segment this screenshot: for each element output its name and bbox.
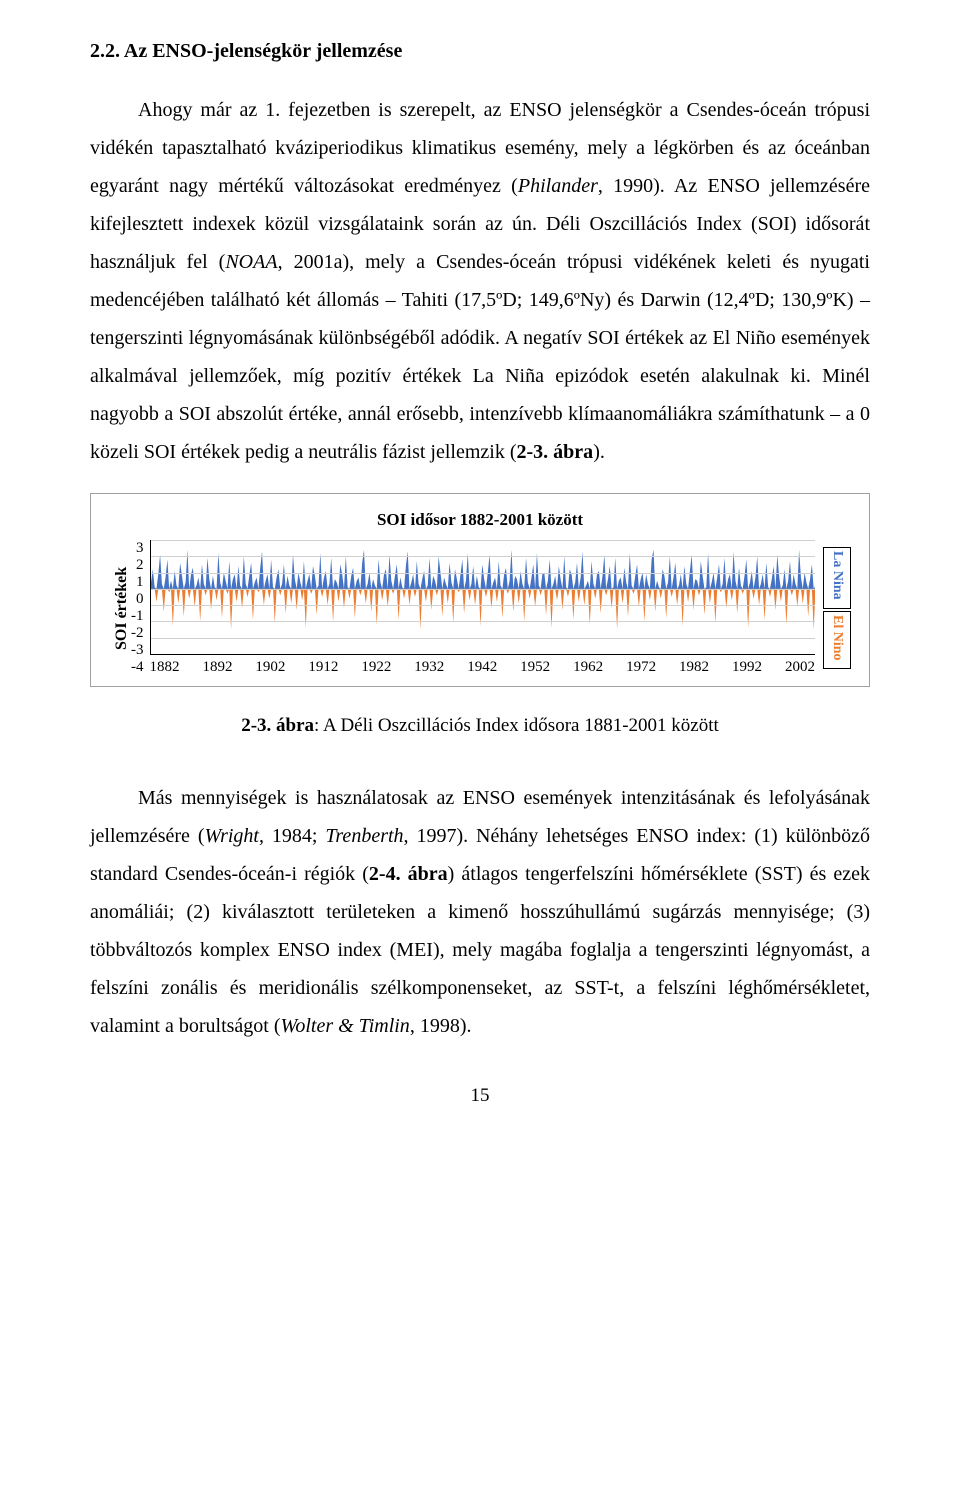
- chart-plot-area: [150, 540, 816, 655]
- x-tick: 1892: [202, 659, 232, 676]
- p1-text-d: ).: [593, 441, 605, 463]
- p1-italic-1: Philander: [518, 175, 598, 197]
- x-tick: 1992: [732, 659, 762, 676]
- chart-x-ticks: 1882 1892 1902 1912 1922 1932 1942 1952 1962 1972…: [150, 659, 816, 676]
- page-number: 15: [90, 1085, 870, 1107]
- x-tick: 1982: [679, 659, 709, 676]
- y-tick: 0: [131, 591, 144, 608]
- chart-y-ticks: 3210-1-2-3-4: [131, 540, 150, 676]
- y-tick: -2: [131, 625, 144, 642]
- x-tick: 1952: [520, 659, 550, 676]
- chart-y-axis-label: SOI értékek: [109, 540, 131, 676]
- x-tick: 1932: [414, 659, 444, 676]
- legend-la-nina: La Nina: [823, 547, 851, 609]
- caption-bold: 2-3. ábra: [241, 715, 314, 736]
- figure-caption: 2-3. ábra: A Déli Oszcillációs Index idő…: [90, 715, 870, 737]
- p1-text-c: , 2001a), mely a Csendes-óceán trópusi v…: [90, 251, 870, 463]
- y-tick: -1: [131, 608, 144, 625]
- y-tick: 1: [131, 574, 144, 591]
- p1-italic-2: NOAA: [225, 251, 277, 273]
- x-tick: 1922: [361, 659, 391, 676]
- p1-bold: 2-3. ábra: [517, 441, 594, 463]
- y-tick: 2: [131, 557, 144, 574]
- x-tick: 1912: [308, 659, 338, 676]
- y-tick: 3: [131, 540, 144, 557]
- paragraph-2: Más mennyiségek is használatosak az ENSO…: [90, 779, 870, 1045]
- p2-italic-2: Trenberth: [325, 825, 403, 847]
- series-negative: [151, 589, 816, 630]
- p2-text-d: ) átlagos tengerfelszíni hőmérséklete (S…: [90, 863, 870, 1037]
- x-tick: 1882: [150, 659, 180, 676]
- x-tick: 1902: [255, 659, 285, 676]
- p2-italic-3: Wolter & Timlin: [281, 1015, 410, 1037]
- x-tick: 1962: [573, 659, 603, 676]
- section-heading: 2.2. Az ENSO-jelenségkör jellemzése: [90, 40, 870, 63]
- p2-text-b: , 1984;: [259, 825, 325, 847]
- y-tick: -3: [131, 642, 144, 659]
- x-tick: 2002: [785, 659, 815, 676]
- p2-italic-1: Wright: [205, 825, 259, 847]
- soi-chart-container: SOI idősor 1882-2001 között SOI értékek …: [90, 493, 870, 687]
- chart-legend: La Nina El Nino: [823, 540, 851, 676]
- x-tick: 1972: [626, 659, 656, 676]
- chart-title: SOI idősor 1882-2001 között: [109, 510, 851, 530]
- paragraph-1: Ahogy már az 1. fejezetben is szerepelt,…: [90, 91, 870, 471]
- y-tick: -4: [131, 659, 144, 676]
- legend-el-nino: El Nino: [823, 611, 851, 670]
- p2-text-e: , 1998).: [410, 1015, 472, 1037]
- caption-rest: : A Déli Oszcillációs Index idősora 1881…: [314, 715, 719, 736]
- x-tick: 1942: [467, 659, 497, 676]
- p2-bold: 2-4. ábra: [369, 863, 448, 885]
